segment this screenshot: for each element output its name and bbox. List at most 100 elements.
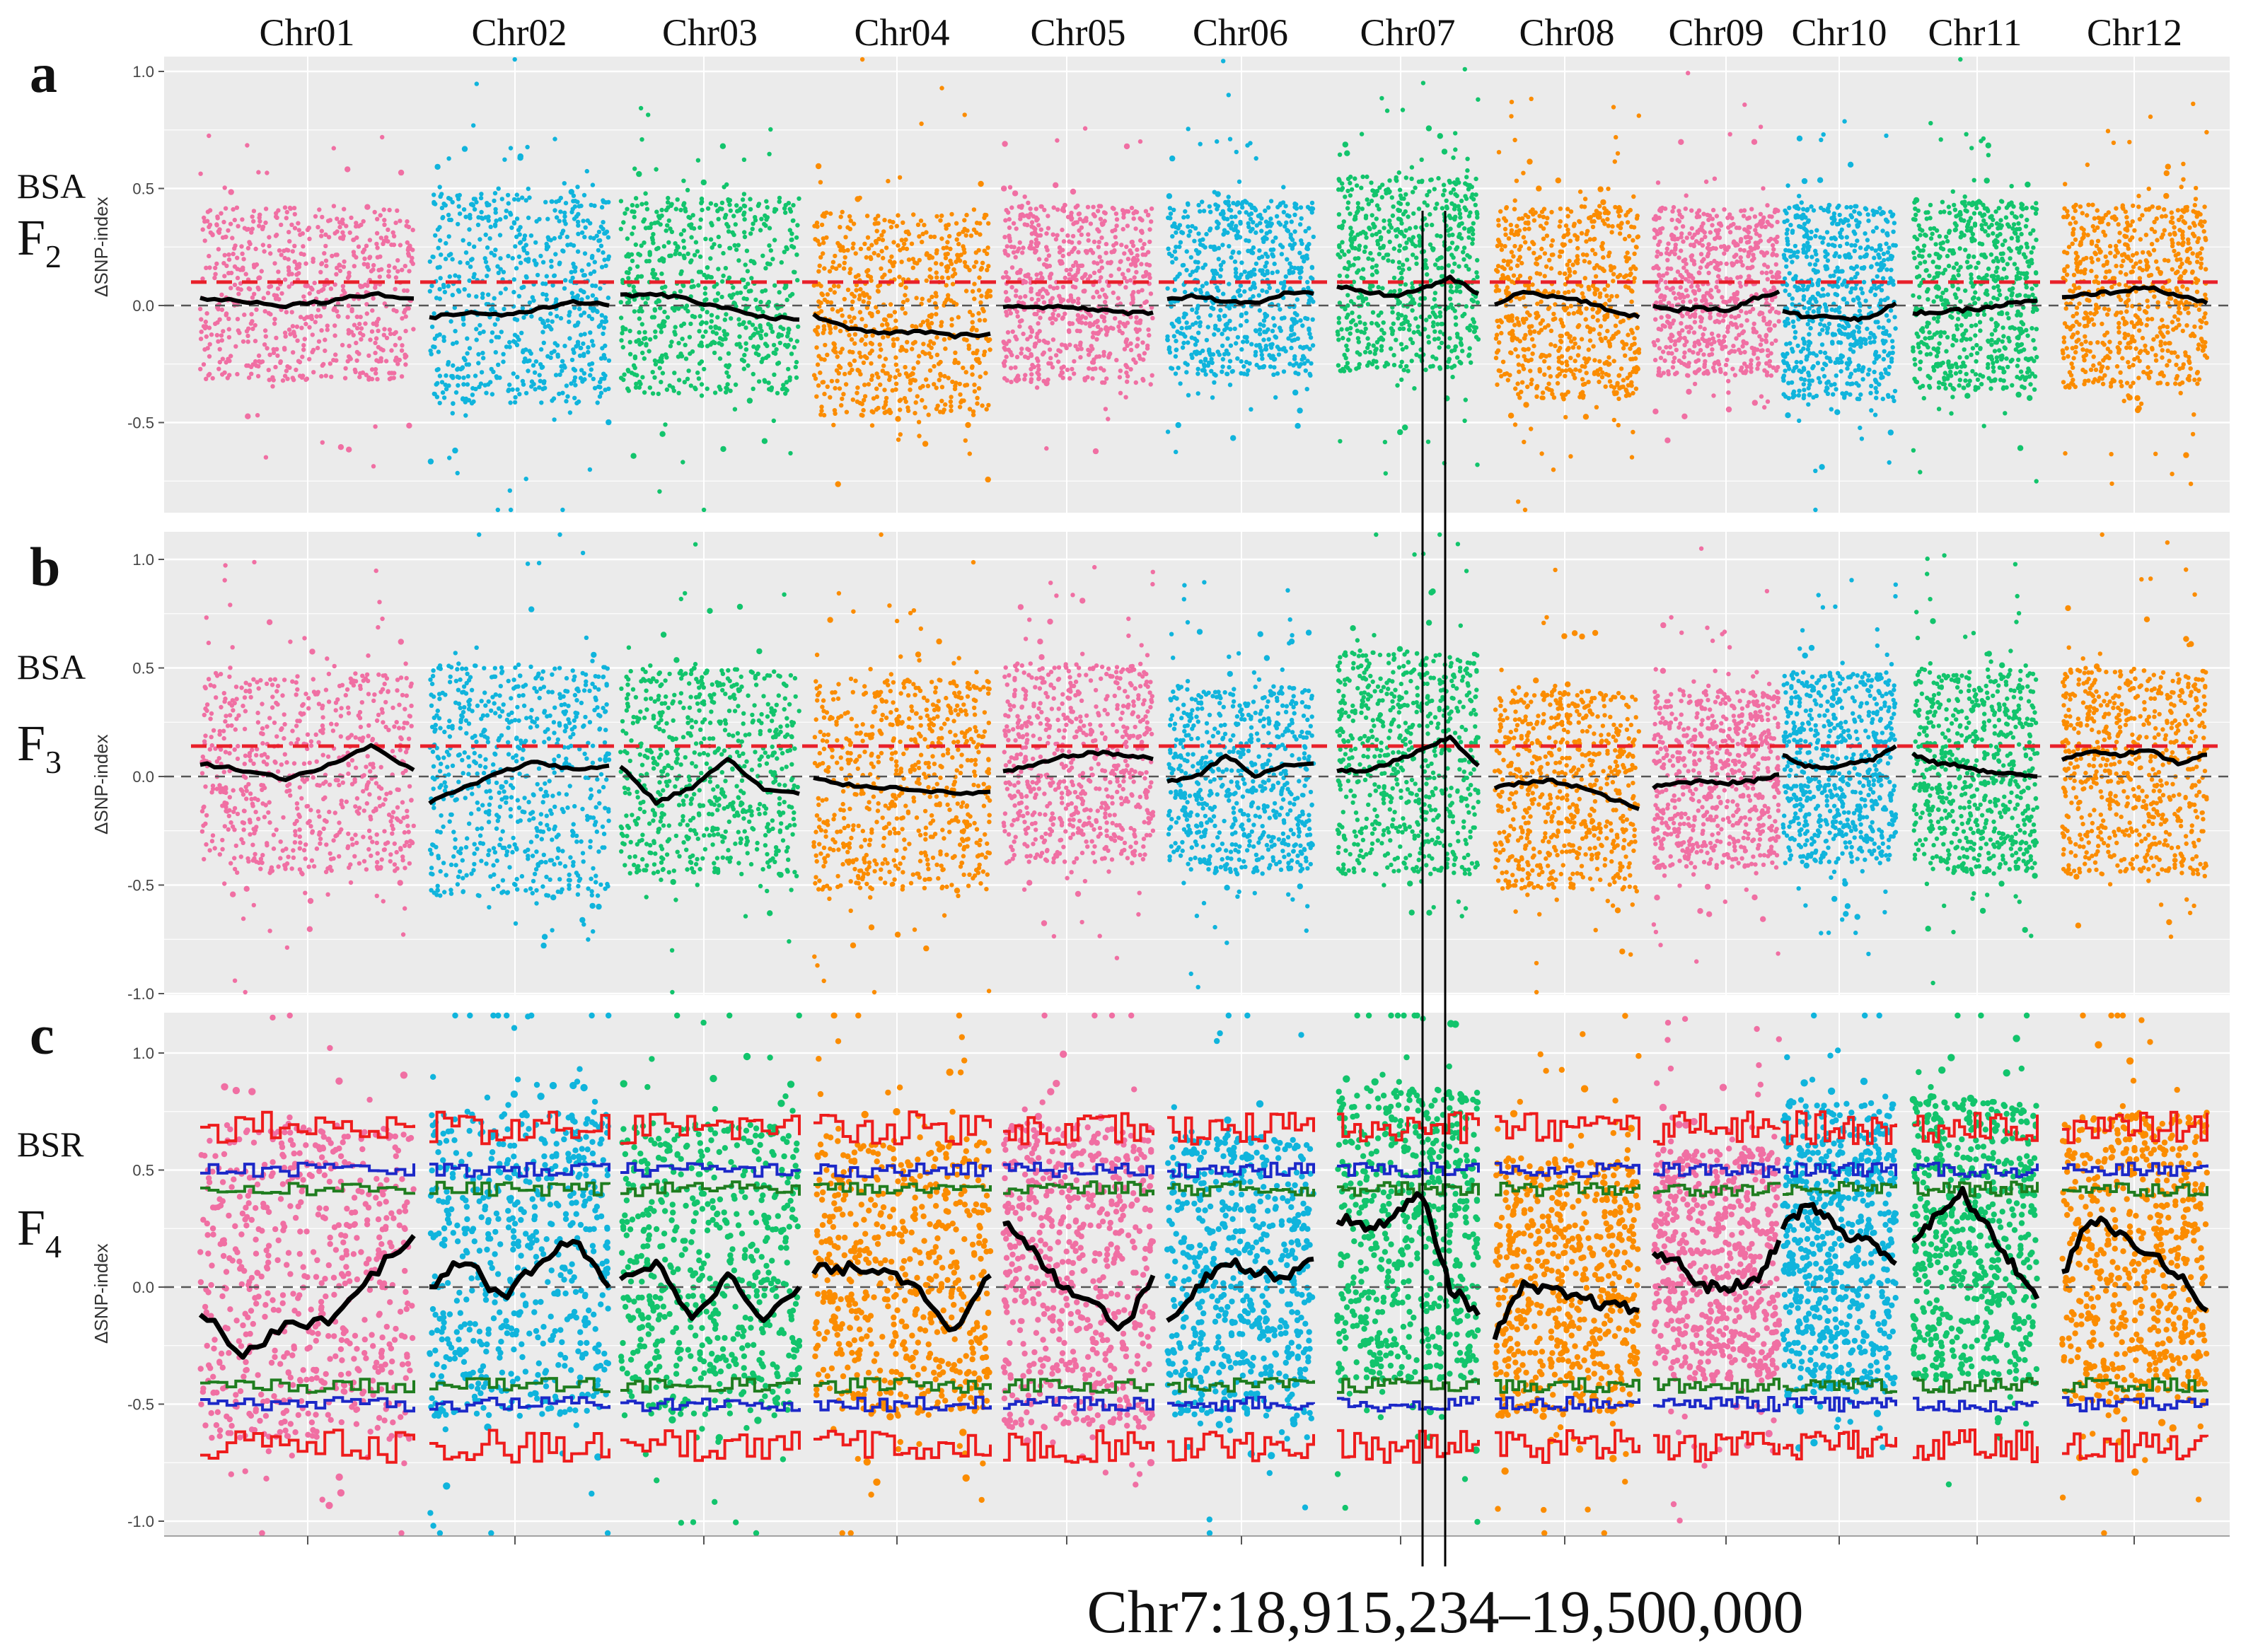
snp-point — [335, 252, 340, 257]
snp-point — [627, 339, 632, 344]
snp-point — [1007, 225, 1012, 231]
snp-point — [954, 237, 959, 242]
snp-point — [741, 296, 746, 301]
snp-point — [1353, 176, 1357, 181]
snp-point — [521, 315, 526, 320]
snp-point — [741, 366, 747, 371]
snp-point — [1208, 228, 1212, 233]
snp-point — [395, 269, 400, 274]
snp-point — [1420, 81, 1426, 86]
snp-point — [1355, 209, 1360, 214]
snp-point — [589, 367, 593, 372]
snp-point — [519, 285, 524, 291]
snp-point — [204, 311, 209, 316]
snp-point — [284, 368, 289, 373]
snp-point — [703, 236, 708, 242]
snp-point — [508, 507, 514, 513]
snp-point — [250, 295, 255, 300]
snp-point — [893, 362, 899, 367]
snp-point — [328, 286, 334, 291]
snp-point — [1014, 226, 1019, 231]
snp-point — [1380, 286, 1385, 291]
snp-point — [263, 334, 268, 339]
snp-point — [373, 340, 378, 346]
snp-point — [1086, 238, 1091, 243]
snp-point — [825, 352, 830, 357]
snp-point — [461, 382, 466, 387]
snp-point — [593, 284, 598, 289]
snp-point — [1026, 355, 1031, 361]
snp-point — [515, 375, 520, 380]
snp-point — [506, 253, 511, 259]
snp-point — [978, 374, 983, 379]
snp-point — [1362, 321, 1367, 327]
snp-point — [354, 255, 359, 260]
snp-point — [1405, 319, 1411, 325]
snp-point — [709, 221, 714, 226]
snp-point — [382, 222, 387, 227]
snp-point — [914, 296, 919, 301]
snp-point — [1150, 315, 1155, 320]
snp-point — [1379, 348, 1384, 353]
snp-point — [1423, 258, 1428, 263]
snp-point — [626, 368, 631, 374]
snp-point — [729, 316, 734, 321]
snp-point — [1221, 59, 1226, 64]
snp-point — [460, 366, 465, 371]
snp-point — [1377, 229, 1382, 234]
snp-point — [315, 308, 321, 313]
snp-point — [622, 211, 627, 216]
snp-point — [970, 313, 975, 318]
snp-point — [538, 378, 543, 383]
snp-point — [538, 347, 544, 352]
snp-point — [1440, 265, 1444, 271]
snp-point — [256, 363, 261, 369]
snp-point — [1166, 251, 1172, 257]
snp-point — [868, 255, 873, 260]
snp-point — [1215, 139, 1220, 144]
snp-point — [1195, 306, 1200, 311]
snp-point — [490, 392, 495, 397]
snp-point — [1253, 156, 1258, 161]
snp-point — [437, 225, 442, 230]
snp-point — [668, 253, 673, 258]
snp-point — [395, 208, 400, 213]
snp-point — [1091, 322, 1096, 327]
snp-point — [455, 374, 460, 379]
snp-point — [1463, 397, 1468, 402]
snp-point — [467, 278, 472, 283]
snp-point — [1218, 308, 1223, 313]
snp-point — [1102, 293, 1108, 298]
snp-point — [818, 255, 823, 260]
snp-point — [236, 328, 241, 333]
snp-point — [298, 232, 303, 238]
snp-point — [299, 375, 305, 380]
snp-point — [903, 229, 909, 235]
panel-a: -0.50.00.51.0 a BSA F2 ΔSNP-index — [17, 42, 2230, 513]
snp-point — [1171, 324, 1176, 329]
snp-point — [874, 407, 879, 412]
snp-point — [463, 413, 468, 418]
snp-point — [1008, 310, 1014, 316]
snp-point — [247, 240, 252, 245]
snp-point — [668, 226, 673, 231]
snp-point — [910, 323, 915, 329]
snp-point — [1470, 241, 1475, 246]
snp-point — [972, 281, 977, 286]
snp-point — [976, 288, 982, 293]
snp-point — [1046, 340, 1050, 345]
snp-point — [1223, 322, 1229, 327]
snp-point — [557, 391, 562, 397]
snp-point — [250, 326, 255, 332]
snp-point — [814, 345, 819, 350]
snp-point — [721, 273, 726, 279]
snp-point — [499, 197, 504, 202]
snp-point — [1028, 206, 1033, 211]
snp-point — [1211, 306, 1216, 311]
snp-point — [700, 207, 705, 213]
snp-point — [962, 112, 967, 117]
snp-point — [1252, 272, 1257, 277]
snp-point — [620, 344, 625, 350]
snp-point — [1263, 347, 1269, 352]
snp-point — [657, 366, 662, 371]
